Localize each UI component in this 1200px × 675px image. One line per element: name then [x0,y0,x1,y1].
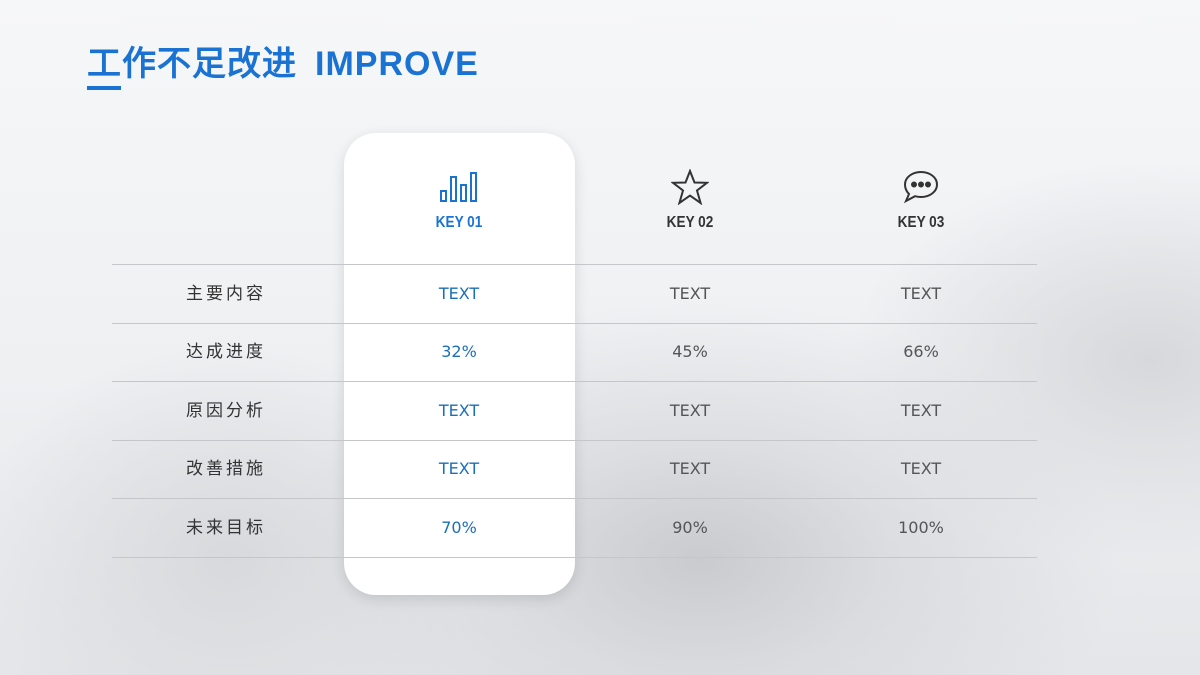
bar-chart-icon [379,168,539,206]
table-cell: TEXT [900,284,942,303]
title-en: IMPROVE [315,45,479,83]
table-cell: 90% [672,518,708,537]
table-cell: 45% [672,342,708,361]
row-label: 达成进度 [186,342,266,362]
title-underline [87,86,121,90]
key-label: KEY 03 [897,214,945,231]
table-cell: TEXT [438,459,480,478]
table-cell: TEXT [900,401,942,420]
row-label: 主要内容 [186,284,266,304]
table-cell: TEXT [900,459,942,478]
table-cell: TEXT [669,459,711,478]
chat-bubble-icon [841,168,1001,206]
title-cn: 工作不足改进 [87,44,297,84]
row-label: 改善措施 [186,459,266,479]
table-cell: TEXT [438,401,480,420]
column-header-key-02: KEY 02 [610,168,770,232]
divider [112,498,1037,499]
table-cell: 32% [441,342,477,361]
divider [112,440,1037,441]
row-label: 未来目标 [186,518,266,538]
divider [112,323,1037,324]
divider [112,381,1037,382]
table-cell: TEXT [438,284,480,303]
row-label: 原因分析 [186,401,266,421]
divider [112,264,1037,265]
table-cell: 66% [903,342,939,361]
column-header-key-03: KEY 03 [841,168,1001,232]
column-header-key-01: KEY 01 [379,168,539,232]
star-icon [610,168,770,206]
table-cell: 70% [441,518,477,537]
table-cell: TEXT [669,401,711,420]
table-cell: 100% [898,518,944,537]
divider [112,557,1037,558]
key-label: KEY 01 [435,214,483,231]
highlight-card [344,133,575,595]
table-cell: TEXT [669,284,711,303]
key-label: KEY 02 [666,214,714,231]
page-title: 工作不足改进 IMPROVE [87,36,479,85]
